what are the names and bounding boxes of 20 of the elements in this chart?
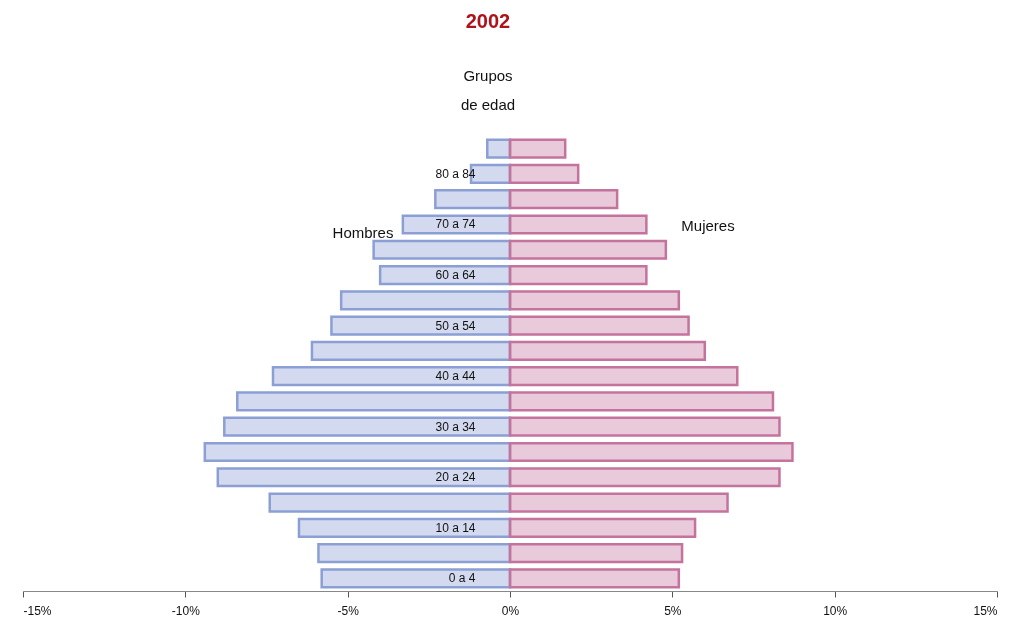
y-tick-label: 30 a 34 [435,419,476,434]
chart-title: 2002 [465,10,511,32]
series-label: Hombres [332,224,394,241]
y-tick-label: 50 a 54 [435,318,476,333]
x-tick-label: 0% [501,603,520,618]
x-tick-label: 5% [664,603,682,618]
x-tick-label: 10% [823,603,848,618]
y-tick-label: 70 a 74 [435,217,476,232]
x-tick-label: 15% [973,603,998,618]
x-tick-label: -5% [337,603,360,618]
y-tick-label: 10 a 14 [435,520,476,535]
y-tick-label: 20 a 24 [435,470,476,485]
x-tick-label: -15% [23,603,52,618]
x-tick-label: -10% [171,603,201,618]
y-tick-label: 60 a 64 [435,268,476,283]
y-tick-label: 0 a 4 [448,571,476,586]
y-tick-label: 80 a 84 [435,166,476,181]
y-tick-label: 40 a 44 [435,369,476,384]
series-label: Mujeres [681,217,735,234]
y-axis-title: Grupos de edad [460,67,516,113]
